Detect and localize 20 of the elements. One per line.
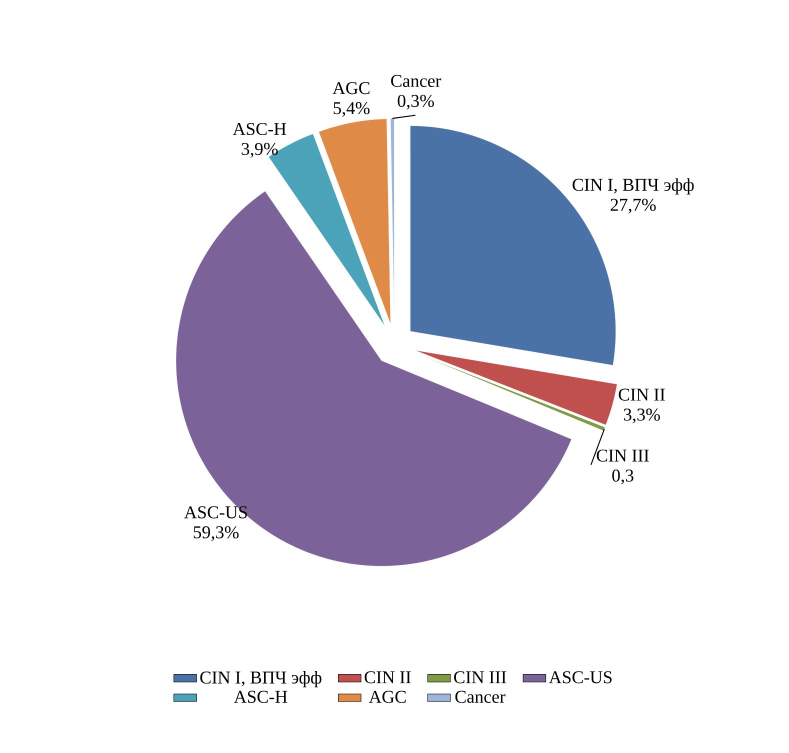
legend-label: AGC [368, 690, 406, 703]
slice-label: CIN III [596, 450, 649, 462]
data-label: 27,7% [610, 198, 656, 214]
slice-label: AGC [332, 82, 370, 94]
data-label: 5,4% [334, 102, 370, 117]
legend-label: Cancer [455, 690, 506, 703]
slice-label: Cancer [391, 74, 442, 87]
data-label: 59,3% [194, 526, 239, 541]
data-label: 0,3% [398, 94, 434, 110]
data-label: 3,9% [242, 142, 278, 158]
data-label: 3,3% [624, 408, 660, 424]
legend-label: ASC-US [548, 671, 612, 684]
slice-label: CIN I, ВПЧ эфф [572, 178, 694, 195]
slice-label: ASC-H [232, 122, 286, 136]
legend-label: CIN I, ВПЧ эфф [200, 670, 322, 688]
legend-label: ASC-H [234, 690, 288, 703]
legend-label: CIN II [364, 671, 411, 684]
legend-label: CIN III [454, 671, 506, 684]
slice-label: CIN II [618, 388, 665, 401]
data-label: 0,3 [612, 470, 634, 484]
